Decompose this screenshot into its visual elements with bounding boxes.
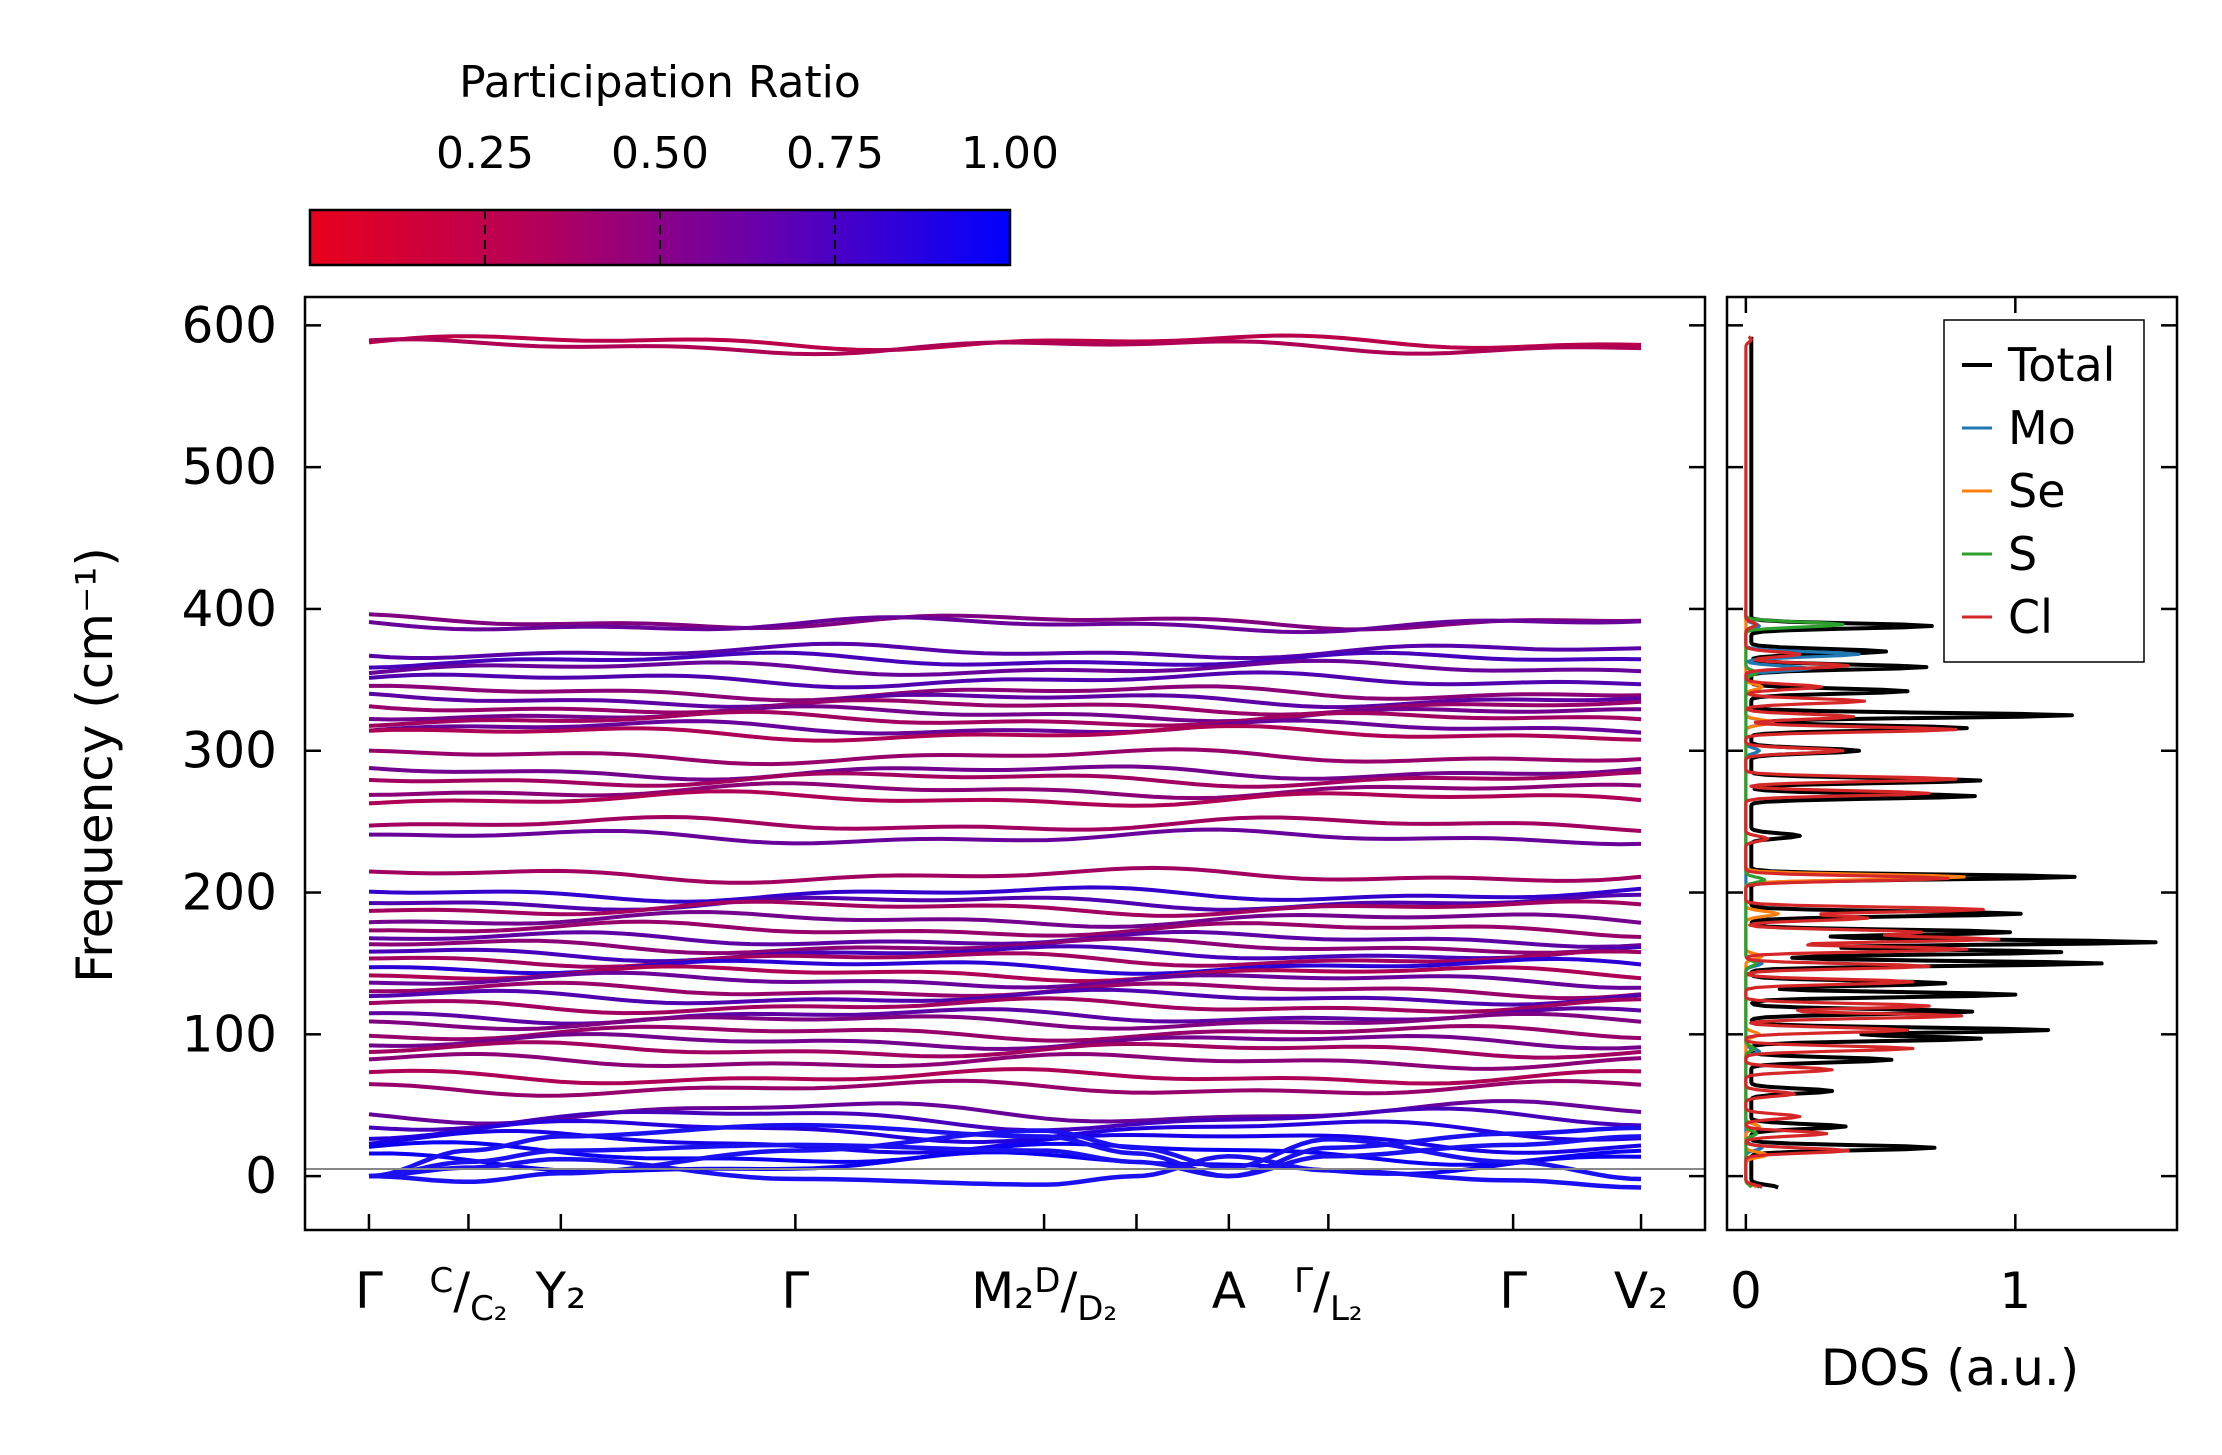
phonon-band — [368, 704, 1642, 724]
phonon-band — [368, 337, 1642, 357]
phonon-band — [368, 612, 1642, 632]
dos-curve-cl — [1744, 335, 2001, 1189]
phonon-band — [368, 1078, 1642, 1098]
acoustic-band — [368, 1128, 1642, 1185]
phonon-band — [368, 691, 1642, 710]
phonon-band — [368, 1023, 1642, 1043]
phonon-band — [368, 723, 1642, 743]
legend-label-cl: Cl — [2008, 590, 2053, 644]
phonon-band — [368, 949, 1642, 969]
colorbar-label: Participation Ratio — [459, 57, 861, 108]
dos-legend: Total Mo Se S Cl — [1943, 319, 2145, 663]
phonon-band — [368, 789, 1642, 808]
kpoint-label: A — [1212, 1262, 1246, 1320]
colorbar-tick-label: 1.00 — [961, 128, 1059, 179]
phonon-band — [368, 1118, 1642, 1145]
phonon-band — [368, 698, 1642, 717]
band-y-axis-title: Frequency (cm⁻¹) — [66, 547, 124, 983]
dos-x-axis-title: DOS (a.u.) — [1821, 1339, 2080, 1397]
phonon-band — [368, 1032, 1642, 1052]
y-tick-label: 0 — [245, 1147, 277, 1205]
kpoint-label: V₂ — [1614, 1262, 1668, 1320]
colorbar-tick-label: 0.25 — [436, 128, 534, 179]
phonon-band — [368, 892, 1642, 912]
phonon-band — [368, 658, 1642, 677]
phonon-band — [368, 764, 1642, 782]
legend-label-mo: Mo — [2008, 401, 2076, 455]
phonon-band — [368, 770, 1642, 789]
phonon-band — [368, 670, 1642, 690]
colorbar-tick-label: 0.50 — [611, 128, 709, 179]
phonon-band — [368, 1011, 1642, 1032]
phonon-band — [368, 1040, 1642, 1060]
phonon-band — [368, 885, 1642, 904]
phonon-band — [368, 1067, 1642, 1086]
y-tick-label: 300 — [182, 722, 277, 780]
phonon-band — [368, 747, 1642, 767]
phonon-band — [368, 919, 1642, 939]
kpoint-label: Γ/L₂ — [1294, 1261, 1362, 1329]
acoustic-band — [368, 1122, 1642, 1179]
phonon-band — [368, 996, 1642, 1016]
legend-label-total: Total — [2007, 338, 2115, 392]
phonon-band — [369, 827, 1642, 847]
phonon-band — [368, 615, 1642, 635]
phonon-band — [368, 650, 1642, 670]
phonon-band — [368, 718, 1642, 736]
phonon-band — [368, 930, 1642, 949]
phonon-band — [368, 781, 1642, 801]
phonon-band — [368, 865, 1642, 885]
kpoint-label: C/C₂ — [429, 1261, 507, 1329]
legend-label-s: S — [2008, 527, 2037, 581]
phonon-band — [368, 909, 1642, 929]
dos-panel: 0 1 DOS (a.u.) Total Mo Se S Cl — [1725, 295, 2179, 1397]
y-tick-label: 500 — [182, 438, 277, 496]
y-tick-label: 400 — [182, 580, 277, 638]
dos-x-tick-label: 1 — [1999, 1262, 2031, 1320]
phonon-band — [368, 936, 1642, 956]
kpoint-label: M₂D/D₂ — [971, 1261, 1117, 1329]
y-tick-label: 100 — [182, 1005, 277, 1063]
phonon-band — [368, 1106, 1642, 1133]
band-plot-frame — [303, 295, 1707, 1232]
kpoint-label: Γ — [1499, 1262, 1527, 1320]
phonon-band — [368, 683, 1642, 703]
colorbar: Participation Ratio 0.25 0.50 0.75 1.00 — [308, 57, 1059, 267]
phonon-band — [368, 709, 1642, 728]
colorbar-tick-label: 0.75 — [786, 128, 884, 179]
phonon-band — [368, 899, 1642, 918]
phonon-band — [368, 944, 1642, 964]
band-structure-panel: 0 100 200 300 400 500 600 Γ C/C₂ Y₂ Γ M₂D/D₂ A Γ/L₂ Γ… — [66, 295, 1707, 1329]
phonon-band — [368, 987, 1642, 1007]
dos-x-tick-label: 0 — [1730, 1262, 1762, 1320]
y-tick-label: 200 — [182, 864, 277, 922]
kpoint-label: Y₂ — [535, 1262, 587, 1320]
phonon-band — [368, 814, 1642, 833]
phonon-band — [368, 1140, 1642, 1167]
dos-plot-frame — [1725, 295, 2179, 1232]
phonon-band — [368, 1051, 1642, 1071]
y-tick-label: 600 — [182, 296, 277, 354]
phonon-band — [368, 641, 1642, 661]
kpoint-label: Γ — [781, 1262, 809, 1320]
kpoint-label: Γ — [355, 1262, 383, 1320]
dos-curve-total — [1749, 336, 2158, 1190]
acoustic-band — [368, 1154, 1642, 1190]
acoustic-band — [368, 1134, 1642, 1179]
legend-label-se: Se — [2008, 464, 2066, 518]
phonon-band — [368, 970, 1642, 990]
